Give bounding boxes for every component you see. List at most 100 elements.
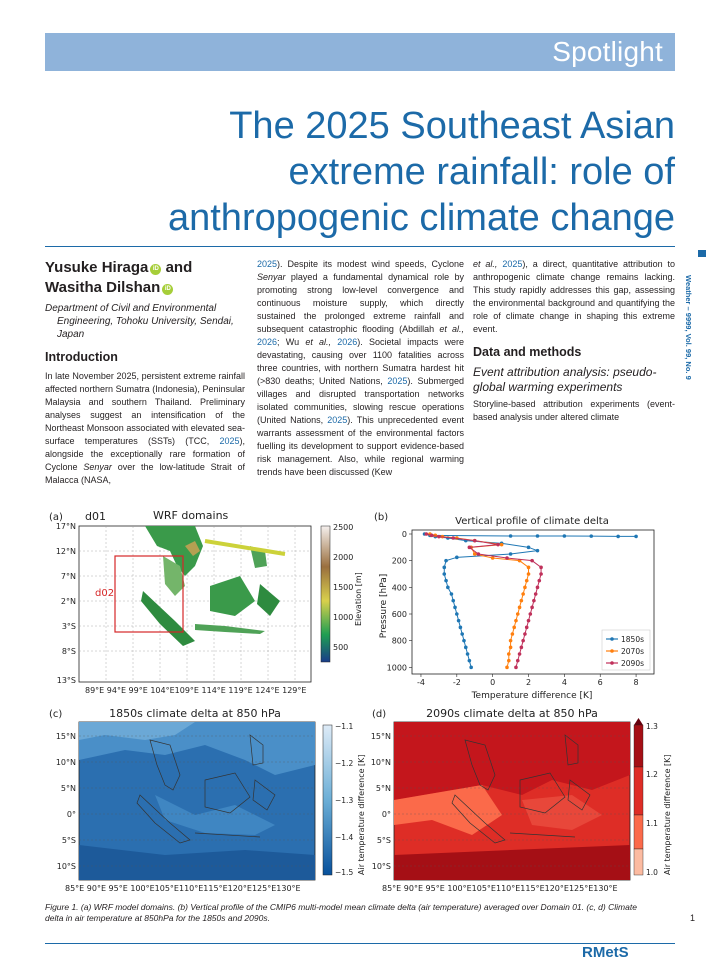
citation-link[interactable]: 2025 (387, 376, 408, 386)
data-point-2070s (519, 598, 524, 603)
data-point-2090s (496, 542, 500, 547)
subsection-heading: Event attribution analysis: pseudo-globa… (473, 365, 657, 394)
panel-title: 2090s climate delta at 850 hPa (426, 707, 598, 720)
side-marker (698, 250, 706, 257)
data-point-1850s (453, 605, 457, 610)
figure-caption: Figure 1. (a) WRF model domains. (b) Ver… (45, 902, 637, 923)
data-point-1850s (458, 625, 463, 630)
domain-label: d01 (85, 510, 106, 523)
data-point-1850s (467, 658, 472, 663)
legend-marker (610, 661, 614, 665)
colorbar-label: Elevation [m] (354, 572, 363, 626)
section-label: Spotlight (552, 36, 663, 67)
data-point-2070s (526, 565, 531, 570)
data-point-2090s (521, 638, 525, 643)
svg-text:0°: 0° (382, 810, 391, 819)
data-point-2090s (505, 556, 509, 560)
data-point-2090s (535, 585, 540, 590)
section-banner: Spotlight (45, 33, 675, 71)
lon-ticks: 85°E 90°E 95°E 100°E105°E110°E115°E120°E… (65, 884, 301, 893)
data-point-1850s (463, 645, 468, 650)
data-point-2070s (512, 625, 516, 630)
data-point-2090s (532, 598, 536, 603)
data-point-2090s (467, 545, 472, 550)
citation-link[interactable]: 2025 (502, 259, 523, 269)
legend-marker (610, 637, 614, 641)
data-point-2070s (523, 585, 527, 590)
data-point-1850s (469, 665, 473, 670)
svg-text:1.1: 1.1 (646, 819, 658, 828)
title-line: anthropogenic climate change (167, 197, 675, 239)
page-number: 1 (690, 913, 696, 923)
svg-text:13°S: 13°S (57, 676, 76, 685)
data-point-1850s (442, 572, 447, 576)
lon-ticks: 89°E 94°E 99°E 104°E109°E 114°E 119°E 12… (85, 686, 306, 695)
svg-text:−1.3: −1.3 (335, 796, 353, 805)
data-point-1850s (460, 632, 464, 636)
colorbar-label: Air temperature difference [K] (357, 754, 366, 875)
lat-ticks: 17°N 12°N 7°N 2°N 3°S 8°S 13°S (56, 522, 76, 685)
climate-delta-map-2090s: (d) 2090s climate delta at 850 hPa 15°N … (371, 707, 672, 893)
data-point-2070s (508, 645, 513, 650)
svg-text:15°N: 15°N (56, 732, 76, 741)
citation-link[interactable]: 2025 (327, 415, 348, 425)
paragraph: 2025). Despite its modest wind speeds, C… (257, 259, 465, 477)
svg-text:10°S: 10°S (372, 862, 391, 871)
lat-ticks: 15°N 10°N 5°N 0° 5°S 10°S (371, 732, 391, 871)
data-point-1850s (455, 612, 459, 616)
lat-ticks: 15°N 10°N 5°N 0° 5°S 10°S (56, 732, 76, 871)
legend-entry: 2090s (621, 659, 644, 668)
data-point-2090s (524, 625, 529, 630)
citation-link[interactable]: 2026 (257, 337, 278, 347)
svg-text:7°N: 7°N (61, 572, 76, 581)
legend-entry: 2070s (621, 647, 644, 656)
y-tick-label: 600 (392, 610, 407, 619)
citation-link[interactable]: 2025 (219, 436, 240, 446)
text-column-1: Yusuke Hiraga iD and Wasitha Dilshan iD De… (45, 258, 245, 491)
data-point-2090s (537, 578, 542, 583)
data-point-2070s (490, 556, 495, 560)
svg-text:−1.2: −1.2 (335, 759, 353, 768)
coastlines (136, 734, 276, 844)
title-line: The 2025 Southeast Asian (229, 105, 675, 147)
svg-text:2500: 2500 (333, 523, 353, 532)
publisher-logo[interactable]: RMetS (582, 944, 629, 960)
data-point-2090s (519, 645, 524, 650)
figure-panel-b: (b) Vertical profile of climate delta Pr… (372, 506, 672, 702)
data-point-1850s (462, 638, 466, 643)
orcid-icon[interactable]: iD (150, 264, 162, 275)
data-point-2090s (523, 632, 527, 636)
data-point-2070s (526, 572, 531, 576)
svg-text:1500: 1500 (333, 583, 353, 592)
data-point-1850s (456, 618, 461, 623)
x-tick-label: 4 (562, 678, 567, 687)
author-name[interactable]: Wasitha Dilshan (45, 279, 161, 296)
x-tick-label: 6 (598, 678, 603, 687)
data-point-2070s (508, 638, 513, 643)
citation-link[interactable]: 2026 (337, 337, 358, 347)
data-point-1850s (508, 552, 513, 556)
paragraph: Storyline-based attribution experiments … (473, 399, 675, 422)
paragraph: In late November 2025, persistent extrem… (45, 371, 246, 485)
coastlines (451, 734, 591, 844)
wrf-domain-map: (a) d01 WRF domains d02 17°N 12°N 7°N (49, 509, 363, 695)
author-name[interactable]: Yusuke Hiraga (45, 259, 149, 276)
data-point-2070s (510, 632, 515, 636)
data-point-2090s (515, 658, 520, 663)
data-point-1850s (634, 534, 638, 539)
orcid-icon[interactable]: iD (162, 284, 174, 295)
panel-label: (c) (49, 709, 62, 720)
colorbar-ticks: −1.1 −1.2 −1.3 −1.4 −1.5 (335, 722, 353, 877)
data-point-2090s (437, 534, 441, 539)
section-heading: Data and methods (473, 345, 582, 359)
svg-text:500: 500 (333, 643, 348, 652)
data-point-2090s (528, 612, 533, 616)
section-heading: Introduction (45, 350, 118, 364)
citation-link[interactable]: 2025 (257, 259, 278, 269)
data-point-2090s (472, 538, 477, 543)
delta-colorbar (322, 724, 333, 876)
legend-marker (610, 649, 614, 653)
data-point-2070s (514, 618, 518, 623)
y-tick-label: 800 (392, 637, 407, 646)
svg-text:12°N: 12°N (56, 547, 76, 556)
